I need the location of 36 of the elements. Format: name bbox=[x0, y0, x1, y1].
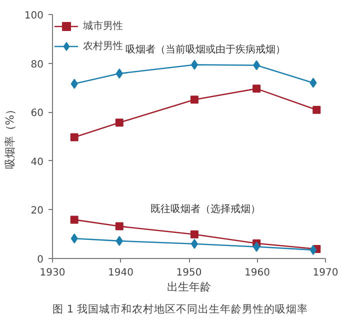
point bbox=[190, 96, 198, 104]
point bbox=[70, 216, 78, 224]
point bbox=[70, 78, 78, 89]
y-axis-title: 吸烟率（%） bbox=[3, 104, 16, 170]
point bbox=[252, 84, 261, 93]
point bbox=[70, 233, 78, 244]
annotation: 既往吸烟者（选择戒烟） bbox=[150, 203, 260, 216]
annotation: 吸烟者（当前吸烟或由于疾病戒烟） bbox=[125, 43, 286, 56]
x-tick-label: 1930 bbox=[40, 268, 66, 278]
point bbox=[310, 244, 317, 255]
legend-label: 农村男性 bbox=[83, 40, 123, 53]
point bbox=[253, 242, 260, 252]
point bbox=[310, 78, 317, 88]
x-tick-label: 1940 bbox=[108, 268, 134, 278]
point bbox=[312, 106, 321, 114]
point bbox=[116, 68, 123, 79]
x-axis-title: 出生年龄 bbox=[167, 280, 211, 294]
y-tick-label: 60 bbox=[30, 108, 44, 120]
point bbox=[70, 133, 78, 142]
y-tick-label: 80 bbox=[30, 59, 44, 70]
point bbox=[253, 60, 260, 70]
point bbox=[116, 236, 123, 246]
point bbox=[115, 222, 124, 230]
x-tick-label: 1950 bbox=[176, 268, 202, 278]
point bbox=[190, 230, 198, 238]
point bbox=[115, 118, 124, 127]
x-tick-label: 1970 bbox=[312, 268, 338, 278]
x-tick-label: 1960 bbox=[244, 268, 270, 278]
y-tick-label: 40 bbox=[30, 156, 44, 168]
legend-label: 城市男性 bbox=[83, 20, 123, 33]
y-tick-label: 100 bbox=[24, 10, 44, 22]
point bbox=[190, 60, 198, 70]
y-tick-label: 20 bbox=[30, 206, 44, 217]
y-tick-label: 0 bbox=[37, 254, 44, 266]
caption: 图 1 我国城市和农村地区不同出生年龄男性的吸烟率 bbox=[52, 302, 308, 316]
point bbox=[190, 238, 198, 249]
